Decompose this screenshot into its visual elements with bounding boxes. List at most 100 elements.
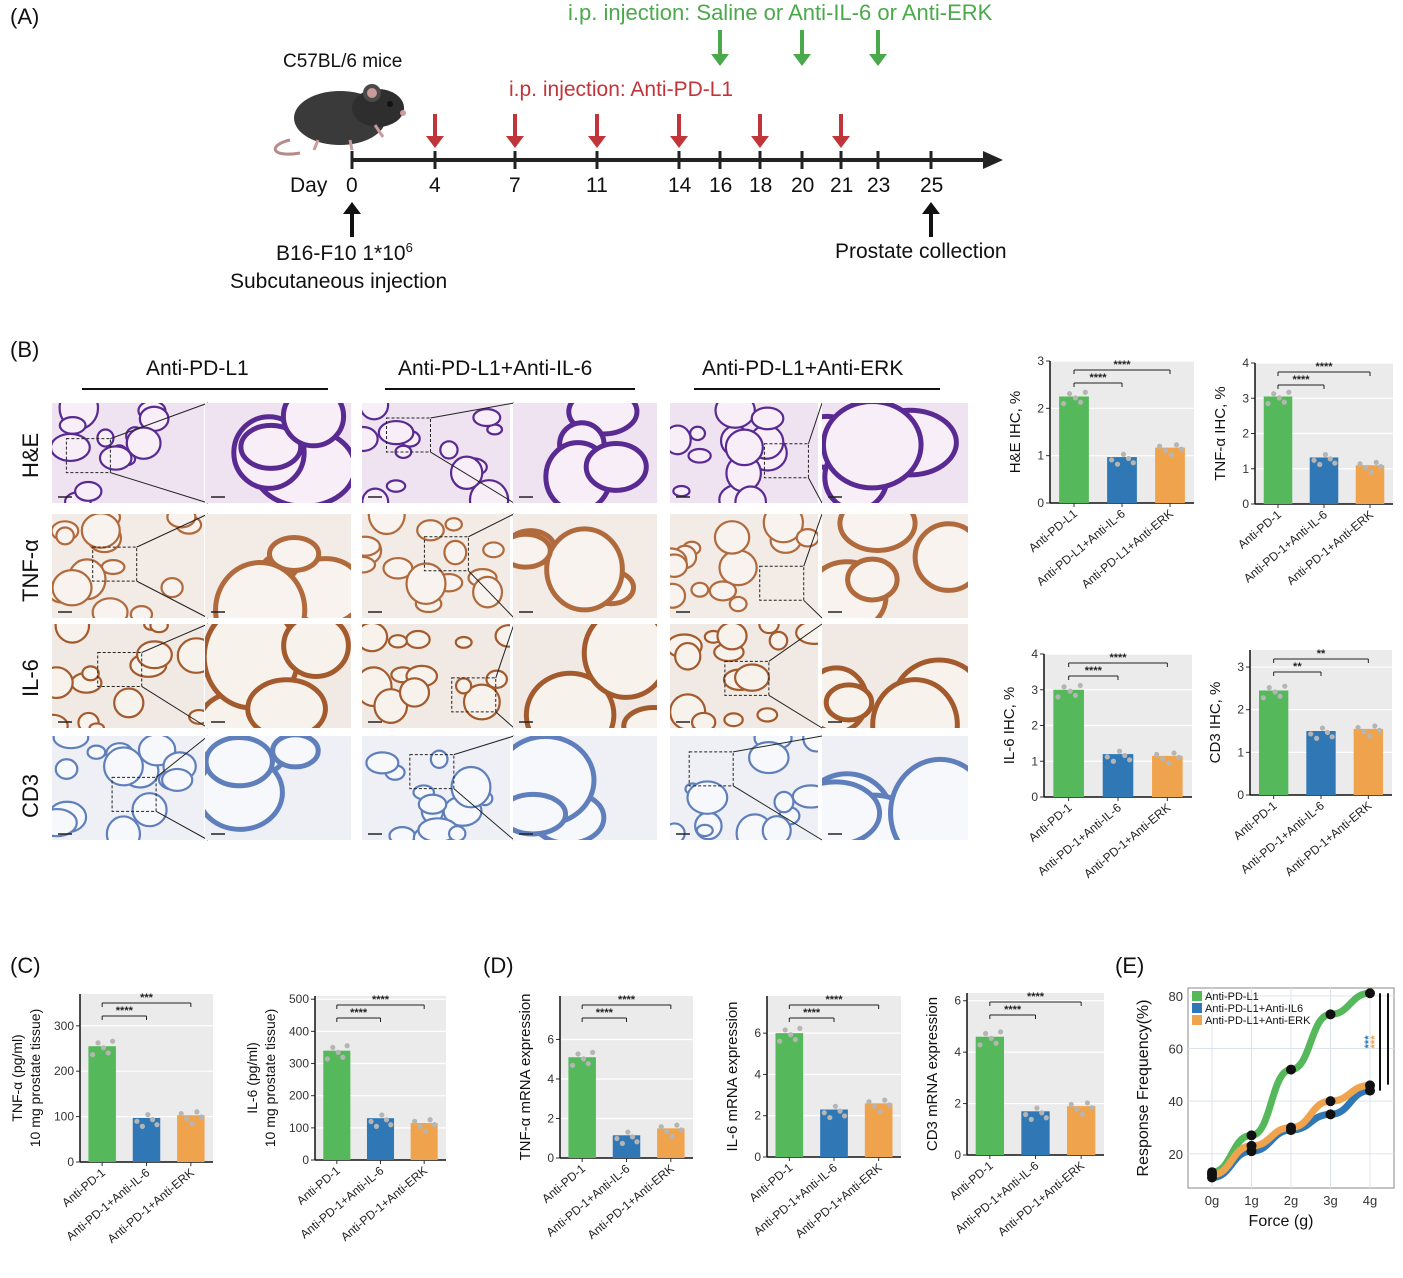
data-point: [993, 1040, 999, 1046]
chart-il6_ihc: 0 1 2 3 4 Anti-PD-1Anti-PD-1+Anti-IL-6Anti-PD…: [1001, 647, 1192, 881]
micrograph-image: [362, 403, 510, 503]
data-point: [368, 1118, 374, 1125]
gland-shape: [450, 765, 492, 809]
gland-shape: [266, 534, 322, 573]
significance-label: ****: [1315, 361, 1333, 373]
x-tick-label: Anti-PD-1+Anti-IL-6: [952, 1158, 1041, 1236]
x-tick-label: 2g: [1284, 1193, 1298, 1208]
day-tick-label: 7: [509, 174, 521, 197]
zoom-connector: [141, 623, 209, 653]
data-point: [1282, 683, 1288, 689]
data-point: [658, 1124, 664, 1130]
data-point: [871, 1103, 878, 1110]
panel-label-e: (E): [1115, 953, 1145, 978]
zoom-connector: [733, 735, 823, 753]
timeline-arrows: [343, 30, 940, 237]
x-tick-label: Anti-PD-1+Anti-ERK: [995, 1159, 1087, 1239]
data-point: [1277, 693, 1283, 699]
gland-shape: [672, 484, 691, 498]
data-point: [340, 1054, 346, 1060]
series-point: [1365, 988, 1375, 999]
day-tick-label: 18: [749, 174, 773, 197]
zoom-connector: [768, 694, 823, 729]
data-point: [110, 1038, 116, 1044]
micrograph-image: [513, 403, 657, 503]
significance-label: ****: [1109, 652, 1127, 664]
y-axis-label: IL-6 mRNA expression: [724, 1001, 741, 1151]
y-tick-label: 4: [754, 1067, 761, 1081]
red-arrow-icon-head: [426, 136, 444, 148]
data-point: [198, 1114, 204, 1120]
gland-shape: [362, 487, 390, 503]
data-point: [669, 1133, 675, 1140]
data-point: [100, 1045, 107, 1051]
timeline-arrowhead: [983, 151, 1003, 169]
gland-shape: [687, 447, 712, 464]
data-point: [585, 1061, 591, 1067]
day-tick-label: 0: [346, 174, 358, 197]
data-point: [154, 1122, 160, 1128]
data-point: [569, 1062, 576, 1068]
data-point: [1110, 758, 1117, 764]
zoom-region-box: [423, 536, 469, 572]
y-axis-label: CD3 mRNA expression: [924, 997, 941, 1151]
data-point: [988, 1035, 994, 1041]
y-axis-label: CD3 IHC, %: [1207, 682, 1224, 764]
gland-shape: [773, 790, 795, 814]
y-tick-label: 2: [547, 1111, 554, 1125]
bar: [1353, 728, 1384, 795]
gland-shape: [734, 485, 768, 503]
gland-shape: [802, 736, 818, 753]
data-point: [1077, 399, 1084, 405]
day-tick-label: 23: [867, 174, 891, 197]
zoom-connector: [768, 623, 823, 662]
gland-shape: [387, 634, 408, 649]
gland-shape: [362, 403, 390, 421]
data-point: [89, 1052, 96, 1058]
y-tick-label: 2: [1242, 427, 1249, 441]
x-tick-label: Anti-PD-1+Anti-IL-6: [1035, 800, 1124, 878]
gland-shape: [373, 688, 409, 724]
bar: [323, 1050, 351, 1160]
zoom-region-box: [724, 660, 770, 696]
data-point: [1378, 464, 1384, 470]
gland-shape: [462, 683, 501, 721]
zoom-region-box: [97, 651, 143, 687]
gland-shape: [270, 736, 321, 770]
y-tick-label: 3: [1031, 683, 1038, 697]
gland-shape: [723, 712, 744, 728]
legend-swatch: [1192, 1015, 1202, 1025]
y-tick-label: 6: [547, 1032, 554, 1046]
micrograph-image: [362, 514, 510, 618]
gland-shape: [756, 707, 779, 723]
zoom-region-box: [409, 754, 455, 790]
gland-shape: [670, 553, 689, 578]
series-point: [1365, 1080, 1375, 1091]
gland-shape: [129, 605, 154, 618]
data-point: [866, 1099, 872, 1105]
zoom-connector: [430, 451, 515, 504]
significance-label: ***: [140, 992, 154, 1004]
zoom-connector: [155, 735, 209, 778]
significance-label: **: [1317, 648, 1326, 660]
data-point: [379, 1112, 385, 1118]
gland-shape: [362, 555, 377, 574]
data-point: [882, 1097, 888, 1103]
significance-label: ****: [825, 994, 843, 1006]
y-axis-label: Response Frequency(%): [1135, 1000, 1152, 1177]
gland-shape: [52, 736, 90, 750]
green-arrow-icon-head: [869, 54, 887, 66]
y-tick-label: 4: [1242, 356, 1249, 370]
x-tick-label: Anti-PD-1+Anti-IL-6: [1241, 507, 1330, 585]
micrograph-image: [205, 624, 351, 728]
data-point: [1082, 389, 1088, 395]
significance-label: ****: [1004, 1004, 1022, 1016]
data-point: [1116, 748, 1123, 754]
data-point: [1178, 446, 1184, 452]
panel-label-b: (B): [10, 337, 40, 362]
zoom-region-box: [385, 417, 431, 453]
gland-shape: [125, 426, 162, 460]
data-point: [383, 1117, 390, 1123]
data-point: [1367, 733, 1373, 739]
data-point: [1313, 735, 1320, 741]
